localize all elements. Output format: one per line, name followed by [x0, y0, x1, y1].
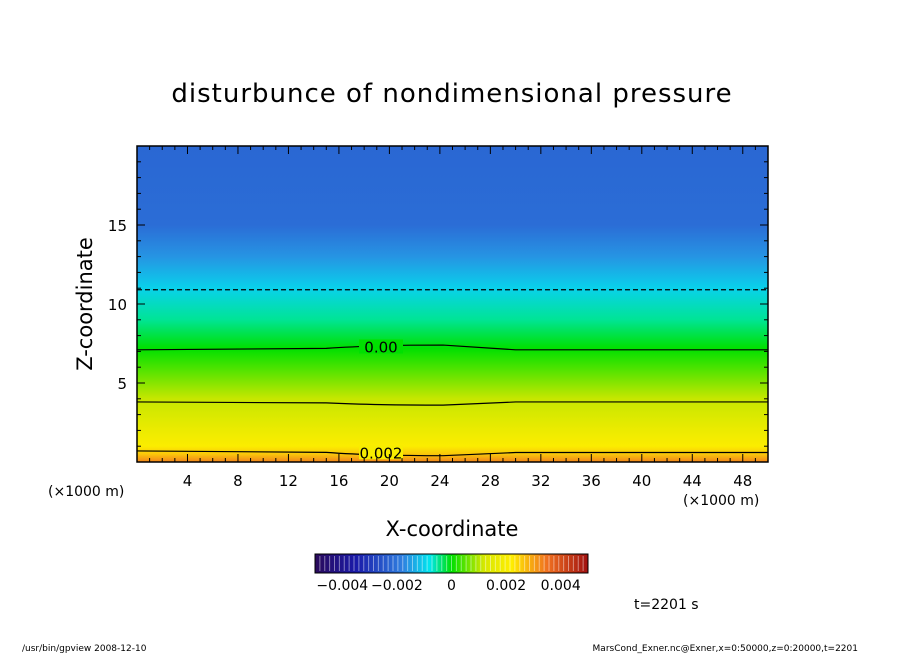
y-tick-label: 10 — [108, 296, 127, 314]
contour-label-bg — [359, 339, 404, 354]
x-tick-label: 20 — [380, 472, 399, 490]
colorbar-stripes — [319, 556, 584, 571]
x-tick-label: 4 — [183, 472, 193, 490]
time-label: t=2201 s — [634, 597, 699, 613]
colorbar-tick-label: 0.004 — [541, 578, 581, 594]
x-tick-labels: 4 8 12 16 20 24 28 32 36 40 44 48 — [183, 472, 753, 490]
y-axis-title: Z-coordinate — [73, 237, 97, 371]
x-tick-label: 12 — [279, 472, 298, 490]
pressure-field — [137, 146, 768, 462]
contour-label-bg — [359, 445, 404, 460]
x-tick-label: 28 — [481, 472, 500, 490]
x-tick-label: 44 — [683, 472, 702, 490]
contour-label: 0.00 — [364, 338, 397, 356]
x-tick-label: 8 — [233, 472, 243, 490]
colorbar-tick-labels: −0.004 −0.002 0 0.002 0.004 — [316, 578, 580, 594]
colorbar: −0.004 −0.002 0 0.002 0.004 — [314, 553, 589, 594]
y-tick-label: 15 — [108, 217, 127, 235]
chart-title: disturbunce of nondimensional pressure — [171, 79, 732, 109]
colorbar-tick-label: −0.002 — [371, 578, 423, 594]
x-tick-label: 48 — [733, 472, 752, 490]
y-tick-labels: 5 10 15 — [108, 217, 127, 393]
colorbar-fill — [315, 554, 588, 573]
contour-lines: 0.002 0.00 — [136, 289, 768, 462]
colorbar-tick-label: 0.002 — [486, 578, 526, 594]
footer-left: /usr/bin/gpview 2008-12-10 — [22, 644, 147, 654]
x-tick-label: 36 — [582, 472, 601, 490]
x-unit-label: (×1000 m) — [683, 493, 759, 509]
x-tick-label: 32 — [531, 472, 550, 490]
y-tick-label: 5 — [117, 375, 127, 393]
contour-label: 0.002 — [360, 444, 403, 462]
z-unit-label: (×1000 m) — [48, 484, 124, 500]
x-tick-label: 40 — [632, 472, 651, 490]
contour-line — [136, 401, 768, 406]
axis-ticks — [137, 146, 768, 462]
x-axis-title: X-coordinate — [386, 517, 519, 541]
colorbar-tick-label: 0 — [447, 578, 456, 594]
colorbar-tick-label: −0.004 — [316, 578, 368, 594]
plot-area: 0.002 0.00 — [136, 145, 769, 463]
x-tick-label: 16 — [329, 472, 348, 490]
footer-right: MarsCond_Exner.nc@Exner,x=0:50000,z=0:20… — [593, 644, 858, 654]
x-tick-label: 24 — [430, 472, 449, 490]
colorbar-frame — [314, 553, 589, 574]
